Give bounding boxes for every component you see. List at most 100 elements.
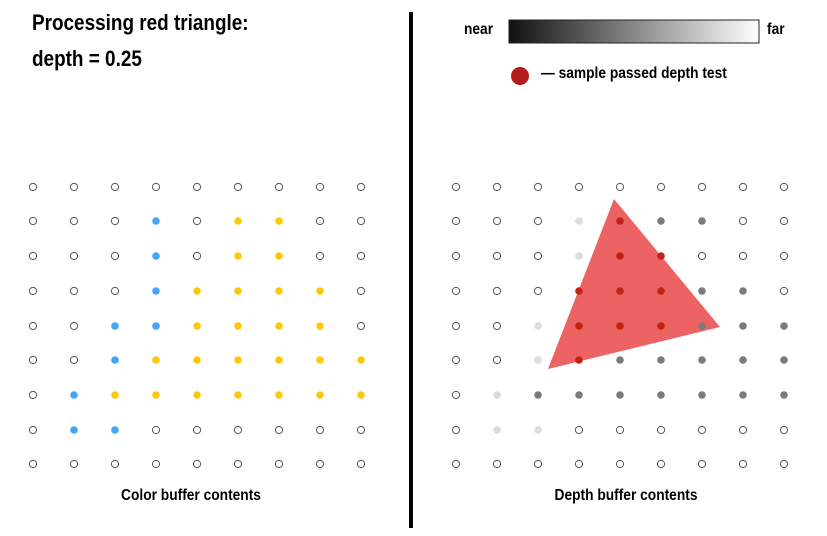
depth-buffer-sample-empty xyxy=(779,251,789,261)
color-buffer-grid xyxy=(28,182,366,469)
depth-buffer-sample-medium xyxy=(780,322,788,330)
color-buffer-sample-yellow xyxy=(234,252,242,260)
color-buffer-sample-empty xyxy=(356,286,366,296)
depth-buffer-sample-passed xyxy=(575,287,583,295)
color-buffer-sample-yellow xyxy=(111,391,119,399)
color-buffer-sample-empty xyxy=(28,321,38,331)
depth-buffer-sample-passed xyxy=(657,322,665,330)
color-buffer-sample-empty xyxy=(233,182,243,192)
diagram-title-line2: depth = 0.25 xyxy=(32,46,142,71)
depth-buffer-sample-empty xyxy=(779,459,789,469)
depth-buffer-sample-empty xyxy=(615,425,625,435)
depth-buffer-sample-medium xyxy=(698,391,706,399)
depth-buffer-sample-light xyxy=(493,391,501,399)
depth-buffer-sample-medium xyxy=(698,287,706,295)
depth-buffer-sample-empty xyxy=(492,251,502,261)
legend-label: — sample passed depth test xyxy=(541,65,727,82)
depth-buffer-sample-empty xyxy=(574,425,584,435)
depth-buffer-sample-empty xyxy=(451,216,461,226)
depth-buffer-sample-empty xyxy=(697,251,707,261)
depth-buffer-sample-empty xyxy=(738,182,748,192)
color-buffer-sample-empty xyxy=(28,286,38,296)
color-buffer-sample-yellow xyxy=(234,217,242,225)
depth-buffer-sample-light xyxy=(493,426,501,434)
depth-buffer-sample-empty xyxy=(779,182,789,192)
depth-buffer-sample-medium xyxy=(698,217,706,225)
depth-buffer-caption: Depth buffer contents xyxy=(554,487,698,504)
color-buffer-sample-empty xyxy=(233,459,243,469)
color-buffer-sample-yellow xyxy=(193,287,201,295)
color-buffer-sample-empty xyxy=(28,459,38,469)
depth-buffer-sample-light xyxy=(534,356,542,364)
depth-buffer-sample-empty xyxy=(492,286,502,296)
color-buffer-sample-empty xyxy=(315,459,325,469)
depth-buffer-sample-empty xyxy=(533,286,543,296)
color-buffer-sample-empty xyxy=(356,459,366,469)
color-buffer-sample-empty xyxy=(110,182,120,192)
color-buffer-sample-empty xyxy=(110,286,120,296)
color-buffer-sample-blue xyxy=(152,252,160,260)
color-buffer-sample-empty xyxy=(151,182,161,192)
color-buffer-sample-yellow xyxy=(152,391,160,399)
depth-buffer-sample-empty xyxy=(615,459,625,469)
color-buffer-sample-empty xyxy=(28,182,38,192)
depth-buffer-sample-medium xyxy=(739,391,747,399)
depth-buffer-sample-passed xyxy=(616,217,624,225)
far-label: far xyxy=(767,21,785,38)
color-buffer-sample-empty xyxy=(110,216,120,226)
depth-buffer-sample-empty xyxy=(779,216,789,226)
depth-buffer-sample-medium xyxy=(739,322,747,330)
depth-buffer-sample-medium xyxy=(780,391,788,399)
color-buffer-sample-blue xyxy=(152,322,160,330)
depth-buffer-sample-medium xyxy=(534,391,542,399)
color-buffer-sample-empty xyxy=(274,182,284,192)
depth-buffer-sample-empty xyxy=(697,459,707,469)
depth-buffer-sample-passed xyxy=(575,356,583,364)
depth-buffer-sample-medium xyxy=(616,391,624,399)
depth-buffer-grid xyxy=(451,182,789,469)
color-buffer-sample-yellow xyxy=(275,322,283,330)
depth-buffer-sample-empty xyxy=(451,355,461,365)
depth-buffer-sample-empty xyxy=(738,251,748,261)
color-buffer-sample-empty xyxy=(69,251,79,261)
depth-buffer-sample-medium xyxy=(657,217,665,225)
color-buffer-sample-yellow xyxy=(316,287,324,295)
color-buffer-sample-blue xyxy=(111,426,119,434)
color-buffer-sample-empty xyxy=(69,459,79,469)
color-buffer-sample-empty xyxy=(356,321,366,331)
color-buffer-sample-blue xyxy=(70,391,78,399)
color-buffer-sample-empty xyxy=(151,459,161,469)
color-buffer-sample-empty xyxy=(274,425,284,435)
color-buffer-sample-yellow xyxy=(275,217,283,225)
color-buffer-sample-yellow xyxy=(193,356,201,364)
depth-buffer-sample-empty xyxy=(533,459,543,469)
color-buffer-sample-empty xyxy=(28,216,38,226)
depth-buffer-sample-empty xyxy=(697,425,707,435)
color-buffer-sample-empty xyxy=(28,390,38,400)
color-buffer-sample-blue xyxy=(152,287,160,295)
color-buffer-sample-empty xyxy=(356,216,366,226)
color-buffer-sample-empty xyxy=(356,182,366,192)
color-buffer-sample-empty xyxy=(192,182,202,192)
color-buffer-caption: Color buffer contents xyxy=(121,487,261,504)
color-buffer-sample-empty xyxy=(356,251,366,261)
color-buffer-sample-yellow xyxy=(316,356,324,364)
color-buffer-sample-empty xyxy=(69,286,79,296)
depth-buffer-sample-empty xyxy=(451,321,461,331)
color-buffer-sample-blue xyxy=(111,322,119,330)
color-buffer-sample-blue xyxy=(152,217,160,225)
color-buffer-sample-empty xyxy=(28,355,38,365)
depth-buffer-sample-medium xyxy=(698,322,706,330)
depth-buffer-sample-empty xyxy=(574,182,584,192)
depth-buffer-sample-empty xyxy=(492,321,502,331)
diagram-title-line1: Processing red triangle: xyxy=(32,10,249,35)
color-buffer-sample-yellow xyxy=(234,356,242,364)
depth-buffer-sample-empty xyxy=(533,216,543,226)
depth-buffer-sample-medium xyxy=(780,356,788,364)
depth-buffer-sample-passed xyxy=(575,322,583,330)
color-buffer-sample-yellow xyxy=(193,322,201,330)
color-buffer-sample-yellow xyxy=(275,356,283,364)
color-buffer-sample-empty xyxy=(315,425,325,435)
